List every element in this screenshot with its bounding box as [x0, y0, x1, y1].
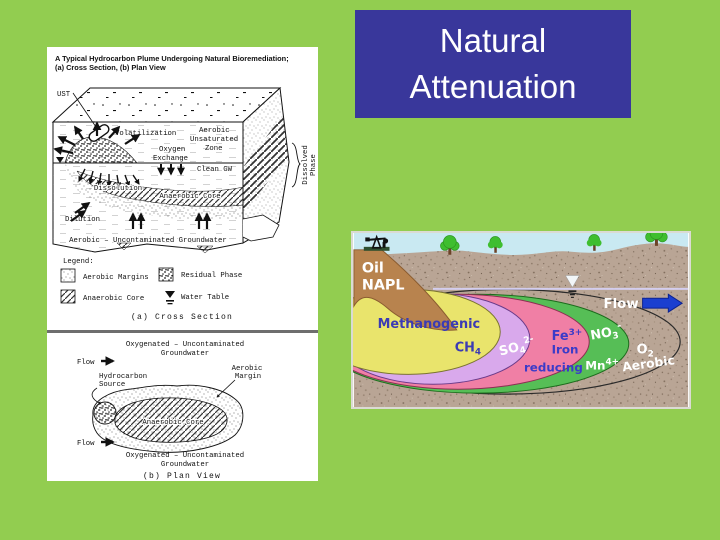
volatilization-arrows: [53, 121, 141, 155]
flow-label: Flow: [603, 297, 638, 312]
napl-source-wedge: [353, 249, 458, 331]
tree-icon: [487, 236, 503, 253]
no3-label: NO3-: [589, 321, 624, 346]
aerobic-margin-leader: [216, 379, 236, 398]
methanogenic-label: Methanogenic: [378, 317, 480, 332]
napl-label: NAPL: [362, 277, 405, 293]
aerobic-unsaturated-label-1: Aerobic: [199, 127, 230, 135]
water-table-line: [433, 287, 689, 290]
rock-edge: [242, 214, 280, 242]
plan-hydrocarbon-source: [93, 401, 117, 425]
aerobic-margin-label-1: Aerobic: [232, 365, 263, 373]
plan-bottom-label-2: Groundwater: [161, 461, 209, 469]
legend-title: Legend:: [63, 258, 94, 266]
dissolution-arrows: [78, 168, 140, 189]
figure-header-line2: (a) Cross Section, (b) Plan View: [55, 63, 166, 72]
plan-anaerobic-core-label: Anaerobic Core: [142, 419, 203, 427]
mn-label: Mn4+: [585, 357, 619, 372]
anaerobic-core-label: Anaerobic Core: [159, 193, 220, 201]
plan-bottom-label-1: Oxygenated – Uncontaminated: [126, 452, 244, 460]
plan-flow-top-label: Flow: [77, 359, 95, 367]
oxygen-exchange-label-2: Exchange: [153, 155, 188, 163]
dilution-arrows: [70, 201, 91, 222]
so4-label: SO42-: [497, 334, 537, 361]
rock-mark: [116, 242, 132, 251]
slide-title-box[interactable]: Natural Attenuation: [355, 10, 631, 118]
residual-phase-swatch: [158, 267, 174, 282]
dilution-label: Dilution: [65, 216, 100, 224]
uncontaminated-gw-label: Aerobic – Uncontaminated Groundwater: [69, 237, 227, 245]
plan-flow-bottom-label: Flow: [77, 440, 95, 448]
legend-water-table: Water Table: [181, 294, 229, 302]
legend-anaerobic-core: Anaerobic Core: [83, 295, 144, 303]
legend: Legend: Aerobic Margins Residual Phase A…: [60, 258, 242, 305]
oil-label: Oil: [362, 261, 384, 277]
cross-section-caption: (a) Cross Section: [131, 313, 233, 322]
reducing-label: reducing: [524, 360, 583, 374]
ch4-label: CH4: [455, 341, 481, 358]
anaerobic-core-zone: [76, 170, 244, 207]
upward-arrows: [128, 212, 212, 229]
legend-aerobic-margins: Aerobic Margins: [83, 274, 149, 282]
figure-divider: [47, 330, 318, 333]
rock-mark: [196, 245, 214, 254]
o2-label: O2: [637, 343, 654, 360]
dissolved-plume-band: [243, 115, 288, 213]
hydrocarbon-source-label-2: Source: [99, 381, 125, 389]
dissolved-phase-label-2: Phase: [310, 154, 318, 176]
plan-top-label-2: Groundwater: [161, 350, 209, 358]
slide-title-line2: Attenuation: [409, 68, 577, 105]
clean-gw-label: Clean GW: [197, 166, 233, 174]
hydrocarbon-plume-figure[interactable]: A Typical Hydrocarbon Plume Undergoing N…: [47, 47, 318, 481]
plan-top-label-1: Oxygenated – Uncontaminated: [126, 341, 244, 349]
dissolved-phase-label-1: Dissolved: [302, 145, 310, 184]
plan-view-caption: (b) Plan View: [143, 472, 221, 481]
legend-residual-phase: Residual Phase: [181, 272, 242, 280]
oxygen-exchange-label-1: Oxygen: [159, 146, 185, 154]
water-table-icon: [565, 275, 580, 288]
aerobic-unsaturated-label-3: Zone: [205, 145, 223, 153]
water-table-icon: [56, 157, 64, 163]
ust-label: UST: [57, 91, 71, 99]
ust-leader-line: [72, 92, 97, 128]
slide-title-line1: Natural: [439, 22, 547, 60]
fe-label: Fe3+: [552, 328, 583, 344]
tree-icon: [440, 235, 460, 255]
hydrocarbon-leader: [91, 387, 102, 405]
anaerobic-core-swatch: [60, 289, 76, 304]
volatilization-label: Volatilization: [115, 130, 176, 138]
iron-label: Iron: [552, 343, 579, 357]
aerobic-margins-swatch: [60, 268, 76, 283]
figure-header-line1: A Typical Hydrocarbon Plume Undergoing N…: [55, 54, 289, 63]
oil-pump-icon: [363, 234, 390, 251]
tree-icon: [586, 234, 602, 251]
flow-arrow: [642, 293, 684, 313]
aerobic-unsaturated-label-2: Unsaturated: [190, 136, 238, 144]
redox-zones-figure[interactable]: Flow Oil NAPL Methanogenic CH4 SO42- Fe3…: [351, 231, 691, 409]
plan-anaerobic-core-zone: [114, 397, 228, 443]
aerobic-margin-label-2: Margin: [235, 373, 261, 381]
hydrocarbon-source-label-1: Hydrocarbon: [99, 373, 147, 381]
tree-icon: [645, 233, 668, 246]
oxygen-exchange-arrows: [157, 164, 185, 176]
dissolution-label: Dissolution: [94, 185, 142, 193]
dissolved-phase-brace: [291, 142, 301, 188]
water-table-legend-icon: [165, 291, 175, 298]
